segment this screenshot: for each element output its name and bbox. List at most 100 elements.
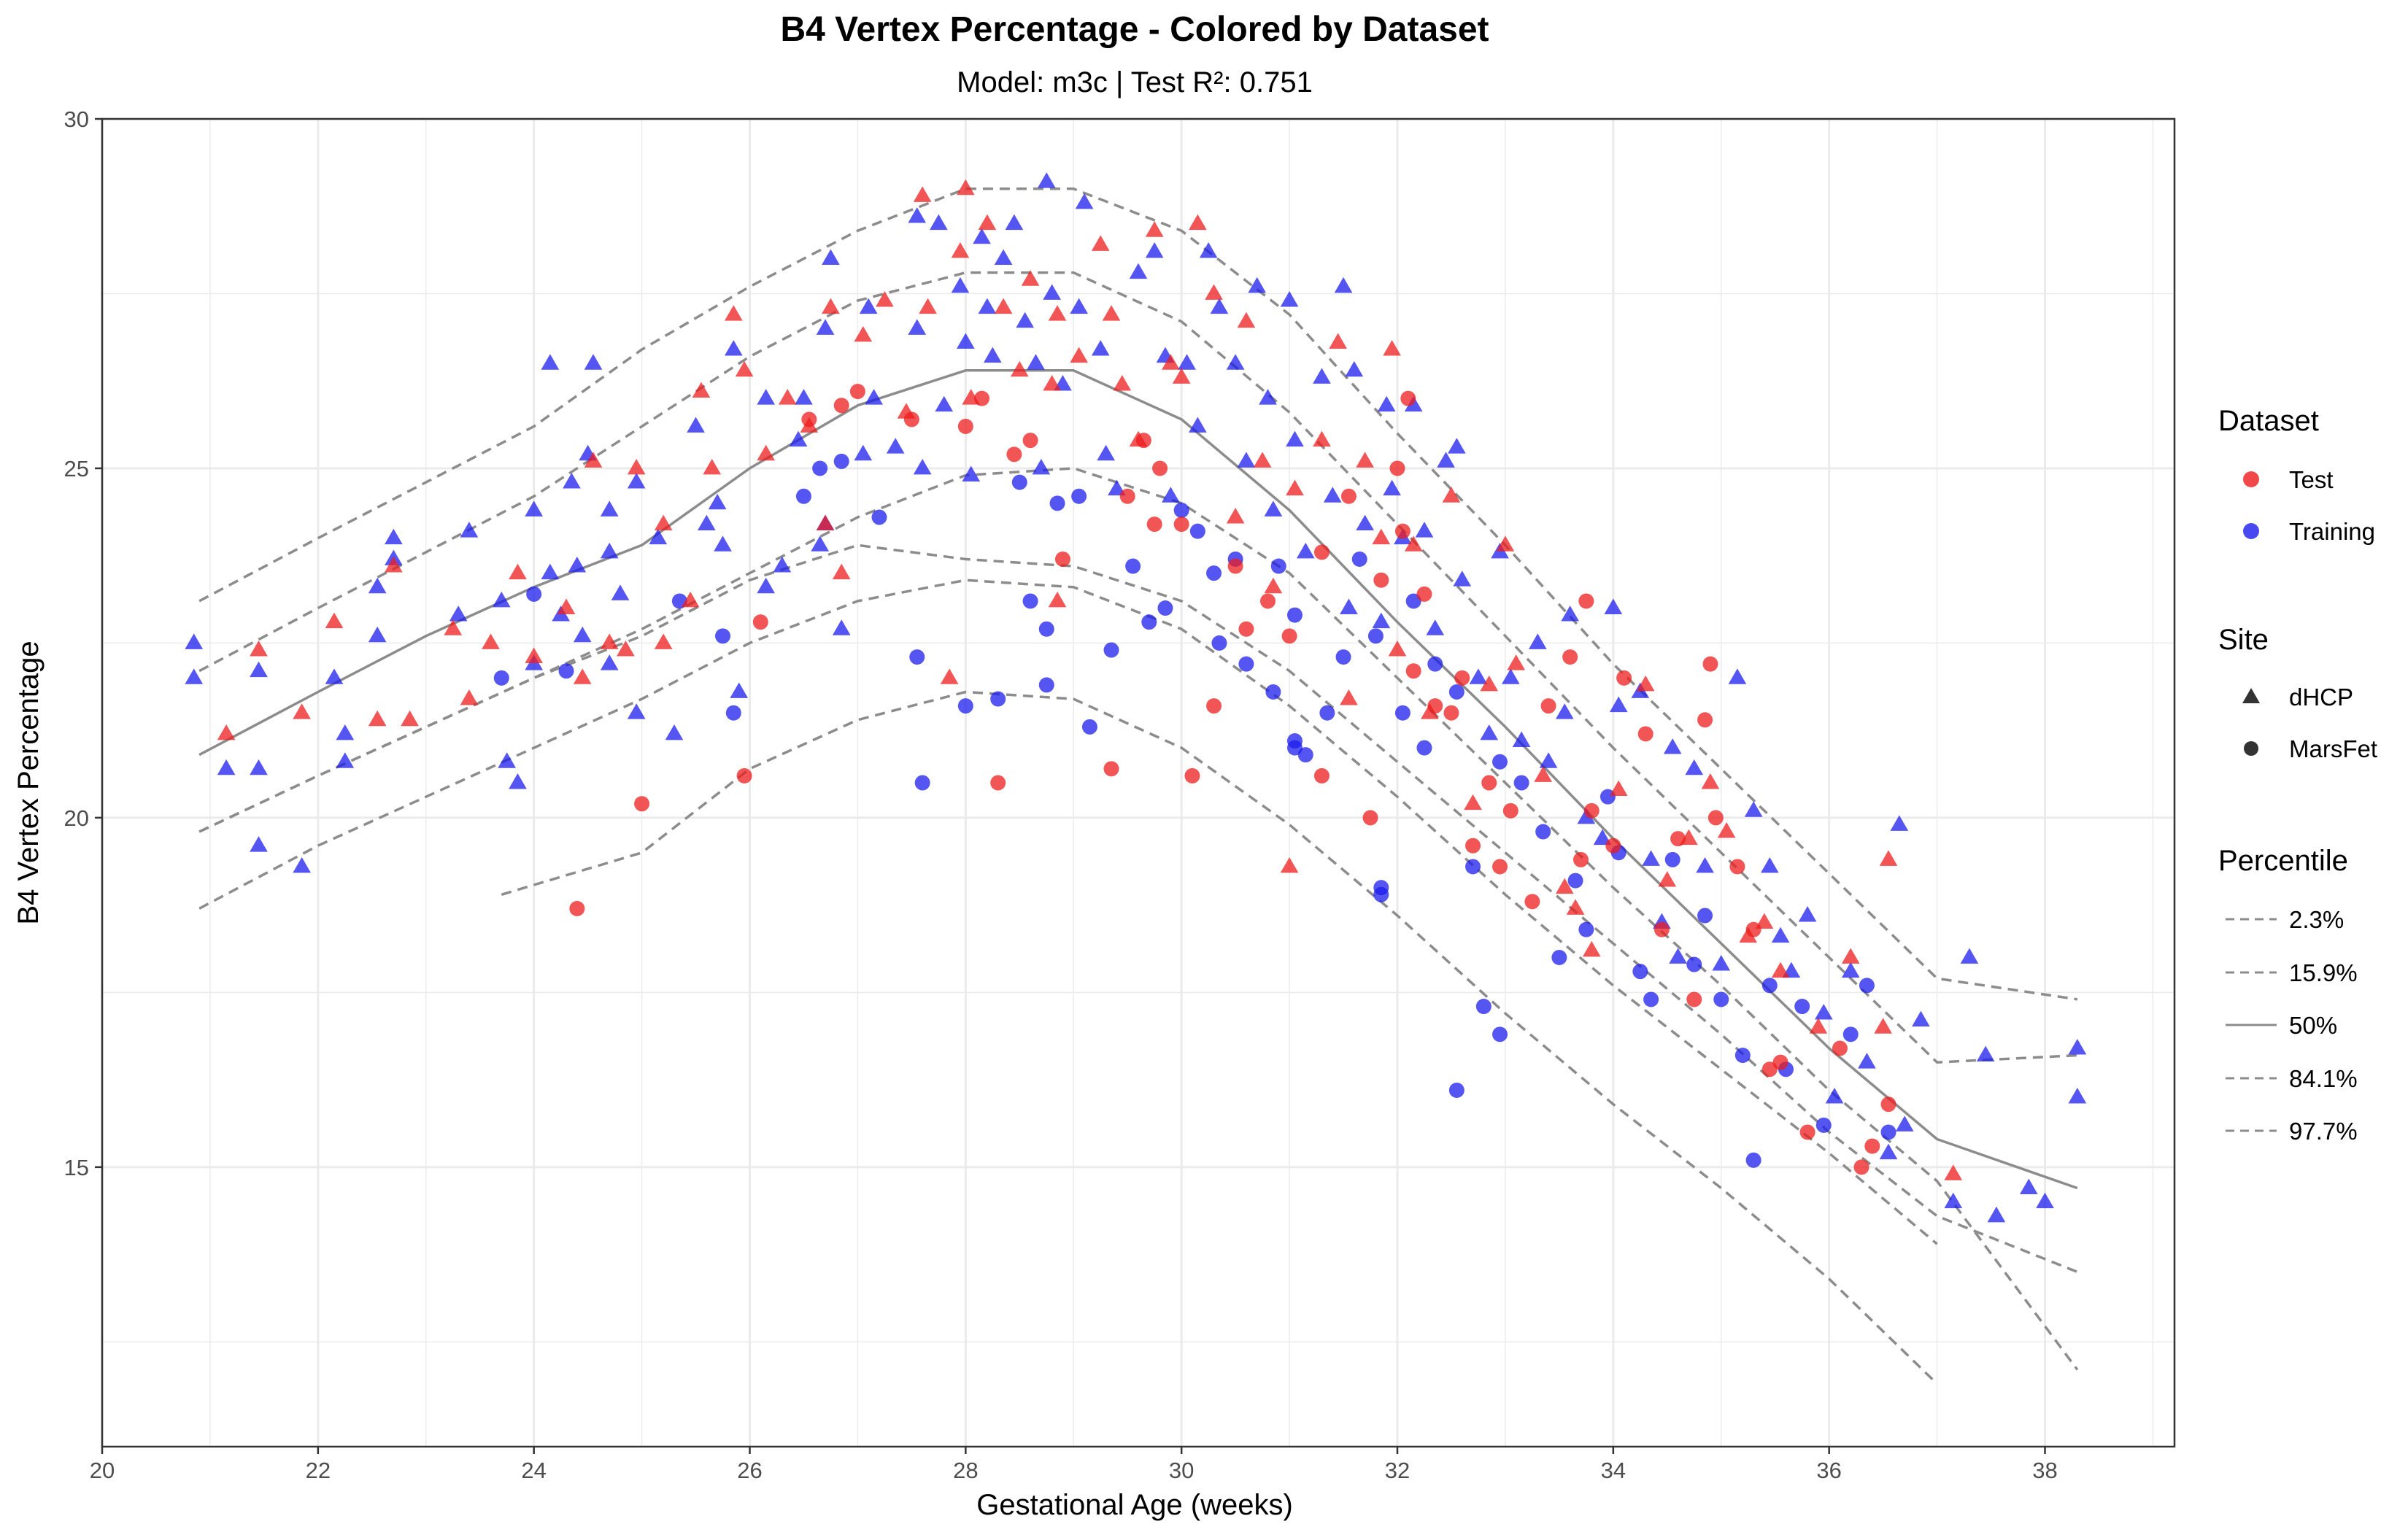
point-training-dhcp (1016, 312, 1035, 328)
point-test-dhcp (1356, 452, 1374, 468)
point-training-dhcp (1642, 850, 1660, 866)
point-training-dhcp (1286, 430, 1304, 447)
point-test-dhcp (1048, 591, 1067, 608)
point-training-marsfet (871, 509, 887, 525)
legend-title-percentile: Percentile (2218, 845, 2348, 877)
legend-label-marsfet: MarsFet (2289, 735, 2377, 762)
point-test-dhcp (1091, 235, 1110, 251)
point-test-dhcp (1280, 856, 1299, 873)
point-test-dhcp (692, 382, 711, 398)
point-test-marsfet (569, 900, 585, 916)
point-training-dhcp (509, 773, 527, 789)
point-test-dhcp (1609, 780, 1628, 797)
point-training-dhcp (816, 319, 835, 335)
point-test-marsfet (1206, 698, 1222, 714)
point-training-marsfet (1815, 1117, 1832, 1133)
point-training-dhcp (449, 606, 468, 622)
point-training-dhcp (627, 703, 646, 719)
point-training-dhcp (1760, 856, 1779, 873)
point-training-dhcp (811, 535, 829, 552)
point-test-marsfet (1443, 705, 1459, 721)
point-training-dhcp (1825, 1088, 1844, 1104)
point-training-dhcp (1323, 487, 1342, 503)
point-training-marsfet (1157, 600, 1173, 616)
x-tick-label: 24 (521, 1458, 546, 1483)
point-test-marsfet (1772, 1054, 1788, 1070)
point-training-dhcp (930, 214, 948, 231)
point-training-marsfet (1713, 991, 1729, 1007)
point-training-dhcp (1340, 598, 1358, 614)
point-training-dhcp (865, 389, 883, 405)
point-training-dhcp (600, 542, 619, 559)
point-test-marsfet (1492, 859, 1508, 875)
point-training-marsfet (1022, 593, 1038, 609)
point-training-dhcp (385, 528, 403, 545)
point-training-dhcp (1210, 298, 1229, 314)
point-training-dhcp (2068, 1088, 2087, 1104)
point-test-dhcp (940, 668, 959, 684)
point-training-dhcp (1313, 368, 1331, 384)
point-test-marsfet (1540, 698, 1556, 714)
point-training-dhcp (1248, 276, 1267, 293)
point-training-marsfet (1286, 607, 1303, 623)
y-axis-label: B4 Vertex Percentage (12, 641, 45, 924)
point-test-dhcp (482, 633, 500, 649)
point-training-dhcp (336, 724, 355, 740)
point-test-marsfet (849, 384, 865, 400)
y-tick-label: 25 (64, 456, 89, 481)
point-training-dhcp (1199, 242, 1218, 258)
point-test-marsfet (1281, 628, 1297, 644)
data-points (185, 172, 2087, 1223)
point-training-marsfet (1238, 656, 1254, 672)
point-test-dhcp (1809, 1018, 1828, 1034)
point-test-dhcp (816, 514, 835, 531)
point-test-dhcp (557, 598, 576, 614)
point-training-dhcp (1162, 487, 1180, 503)
point-training-marsfet (1103, 642, 1119, 658)
point-training-dhcp (1426, 619, 1445, 635)
point-training-dhcp (1728, 668, 1747, 684)
point-test-dhcp (1658, 871, 1677, 887)
point-training-dhcp (1890, 815, 1909, 831)
point-training-dhcp (859, 298, 878, 314)
point-training-dhcp (962, 465, 981, 481)
point-training-dhcp (1712, 955, 1731, 971)
point-training-dhcp (773, 557, 792, 573)
point-training-dhcp (1501, 668, 1520, 684)
point-training-dhcp (492, 591, 511, 608)
point-training-dhcp (1448, 438, 1466, 454)
point-test-marsfet (1616, 670, 1632, 686)
point-training-dhcp (1895, 1115, 1914, 1131)
point-test-dhcp (654, 514, 673, 531)
point-training-dhcp (368, 626, 387, 643)
point-training-dhcp (250, 759, 268, 775)
point-test-dhcp (1480, 675, 1499, 692)
point-training-marsfet (1551, 949, 1567, 965)
point-test-marsfet (1454, 670, 1470, 686)
point-training-dhcp (1987, 1206, 2006, 1223)
point-test-marsfet (1745, 921, 1761, 937)
point-test-dhcp (1043, 375, 1062, 391)
point-training-dhcp (1259, 389, 1277, 405)
point-test-marsfet (1637, 726, 1653, 742)
point-test-dhcp (1636, 675, 1655, 692)
point-training-dhcp (1512, 731, 1531, 747)
point-training-dhcp (994, 249, 1013, 266)
point-training-dhcp (1669, 948, 1687, 964)
point-test-dhcp (1226, 508, 1245, 524)
point-training-marsfet (795, 488, 811, 504)
y-axis: 15 20 25 30 (64, 107, 102, 1180)
point-test-dhcp (1496, 535, 1515, 552)
point-training-dhcp (1858, 1053, 1876, 1069)
point-test-marsfet (1135, 433, 1151, 449)
point-training-dhcp (789, 430, 808, 447)
point-training-marsfet (493, 670, 509, 686)
point-training-dhcp (541, 563, 560, 580)
point-test-marsfet (634, 796, 650, 812)
point-test-dhcp (1534, 766, 1553, 782)
point-test-dhcp (951, 242, 970, 258)
point-test-marsfet (1572, 851, 1589, 867)
point-test-dhcp (1404, 535, 1423, 552)
point-test-marsfet (1006, 446, 1022, 463)
point-test-dhcp (876, 291, 894, 307)
